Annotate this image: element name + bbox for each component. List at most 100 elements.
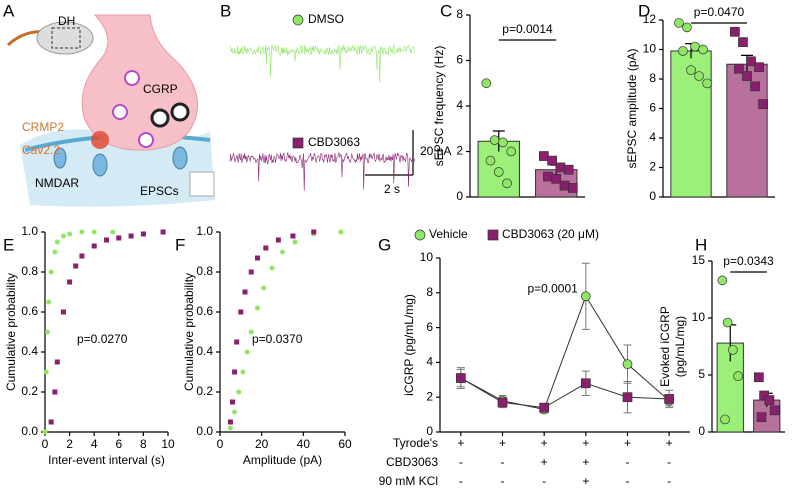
- point: [48, 269, 54, 275]
- y-tick-label: 0: [456, 189, 463, 203]
- x-tick-label: 4: [91, 437, 98, 451]
- point: [622, 392, 633, 403]
- x-axis-label: Inter-event interval (s): [48, 453, 165, 467]
- point: [730, 26, 740, 37]
- channel-cluster: [91, 131, 109, 149]
- y-tick-label: 4: [649, 130, 656, 144]
- point: [248, 329, 254, 335]
- point: [580, 378, 591, 389]
- panel-label: H: [695, 235, 707, 254]
- bar: [726, 63, 768, 198]
- panel-label: G: [378, 235, 391, 254]
- condition-sign: +: [582, 455, 589, 469]
- terminal: [81, 14, 198, 151]
- point: [60, 233, 66, 239]
- schematic-label: CGRP: [143, 82, 178, 96]
- point: [702, 78, 712, 89]
- schematic-label: DH: [58, 14, 75, 28]
- condition-sign: -: [501, 474, 505, 488]
- condition-label: Tyrode's: [393, 436, 438, 450]
- point: [756, 412, 767, 423]
- x-axis-label: Amplitude (pA): [243, 453, 322, 467]
- x-tick-label: 0: [42, 437, 49, 451]
- point: [269, 265, 275, 271]
- panel-label: B: [220, 1, 231, 20]
- vesicle: [138, 132, 154, 148]
- dh-box: [51, 27, 81, 49]
- condition-label: CBD3063: [386, 455, 438, 469]
- receptor: [172, 146, 188, 170]
- y-tick-label: 5: [698, 367, 705, 381]
- point: [717, 275, 728, 286]
- legend-label: Vehicle: [429, 227, 468, 241]
- point: [622, 359, 633, 369]
- point: [292, 137, 304, 149]
- schematic: DH CGRP CRMP2 Cav2.2 NMDAR EPSCs: [6, 14, 215, 207]
- point: [690, 41, 700, 52]
- condition-sign: -: [542, 474, 546, 488]
- point: [240, 369, 246, 375]
- scale-label: 2 s: [384, 182, 400, 196]
- point: [79, 253, 85, 259]
- y-tick-label: 0: [649, 189, 656, 203]
- y-axis-label: iCGRP (pg/mL/mg): [402, 294, 416, 396]
- point: [506, 146, 517, 157]
- schematic-label: CRMP2: [22, 120, 64, 134]
- y-tick-label: 6: [426, 320, 433, 334]
- point: [414, 229, 426, 241]
- point: [79, 229, 85, 235]
- y-tick-label: 4: [456, 98, 463, 112]
- annotation: p=0.0014: [502, 22, 553, 36]
- point: [722, 317, 733, 328]
- receptor: [92, 153, 108, 177]
- x-tick-label: 8: [140, 437, 147, 451]
- point: [255, 255, 260, 261]
- point: [116, 235, 122, 241]
- point: [128, 233, 134, 239]
- y-tick-label: 0: [426, 424, 433, 438]
- point: [43, 369, 49, 375]
- condition-sign: +: [457, 436, 464, 450]
- y-tick-label: 0: [698, 424, 705, 438]
- x-tick-label: 0: [217, 437, 224, 451]
- point: [227, 419, 233, 425]
- point: [338, 229, 344, 235]
- point: [67, 231, 73, 237]
- point: [46, 299, 52, 305]
- point: [728, 345, 738, 355]
- point: [242, 289, 248, 295]
- y-tick-label: 2: [426, 389, 433, 403]
- point: [238, 309, 244, 315]
- traces: DMSO CBD3063 20 pA 2 s: [308, 12, 451, 196]
- point: [48, 419, 54, 425]
- condition-sign: +: [541, 455, 548, 469]
- y-tick-label: 0.0: [21, 424, 38, 438]
- y-tick-label: 10: [692, 310, 706, 324]
- condition-sign: +: [666, 436, 673, 450]
- trace-legend: DMSO: [308, 12, 344, 26]
- y-tick-label: 0.2: [21, 384, 38, 398]
- point: [292, 239, 298, 245]
- annotation: p=0.0343: [723, 254, 774, 268]
- point: [678, 46, 688, 56]
- panel-label: E: [3, 235, 14, 254]
- y-tick-label: 0.6: [196, 304, 213, 318]
- point: [754, 372, 764, 383]
- y-tick-label: 0.2: [196, 384, 213, 398]
- y-axis-label: sEPSC frequency (Hz): [432, 46, 446, 167]
- y-tick-label: 8: [456, 7, 463, 21]
- point: [263, 245, 269, 251]
- point: [52, 389, 58, 395]
- schematic-label: EPSCs: [140, 184, 179, 198]
- y-tick-label: 15: [692, 253, 706, 267]
- point: [230, 399, 235, 405]
- condition-sign: -: [459, 455, 463, 469]
- receptor: [53, 147, 67, 169]
- condition-sign: -: [459, 474, 463, 488]
- condition-label: 90 mM KCl: [379, 474, 438, 488]
- x-tick-label: 40: [297, 437, 311, 451]
- y-tick-label: 4: [426, 355, 433, 369]
- point: [44, 329, 50, 335]
- point: [160, 229, 166, 235]
